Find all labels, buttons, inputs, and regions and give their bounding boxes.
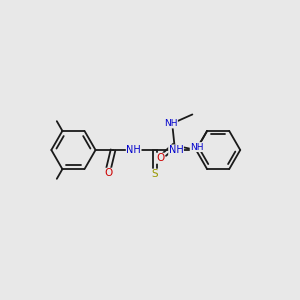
- Text: NH: NH: [126, 145, 141, 155]
- Text: S: S: [152, 169, 158, 179]
- Text: NH: NH: [169, 145, 183, 155]
- Text: O: O: [156, 153, 164, 163]
- Text: NH: NH: [164, 119, 177, 128]
- Text: O: O: [104, 168, 112, 178]
- Text: NH: NH: [190, 142, 204, 152]
